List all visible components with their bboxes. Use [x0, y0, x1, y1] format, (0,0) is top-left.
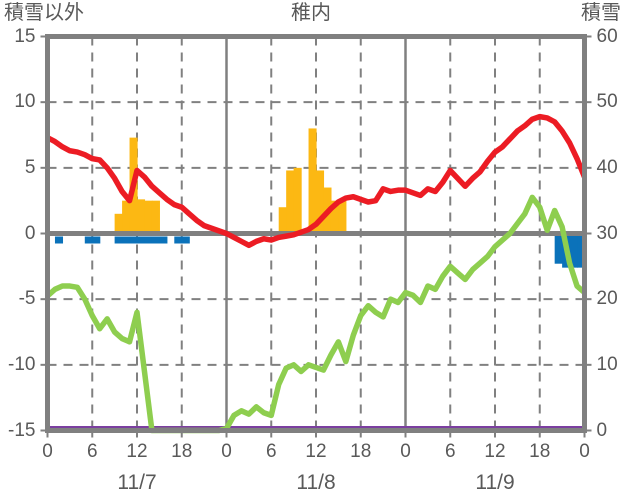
y-tick-label: 0 — [24, 222, 36, 244]
y-tick-label: -15 — [8, 419, 36, 441]
rain-marker-bar — [174, 236, 183, 244]
x-tick-label: 0 — [221, 440, 232, 462]
x-tick-label: 18 — [350, 440, 372, 462]
y2-tick-label: 0 — [596, 419, 608, 441]
x-tick-label: 12 — [484, 440, 506, 462]
precipitation-bar — [114, 213, 123, 234]
precipitation-bar — [338, 200, 347, 234]
y-tick-label: 15 — [14, 25, 36, 47]
rain-marker-bar — [159, 236, 168, 244]
precipitation-bar — [151, 200, 160, 234]
temperature-line — [46, 113, 588, 249]
x-tick-label: 18 — [529, 440, 551, 462]
rain-marker-bar — [92, 236, 101, 244]
x-day-label: 11/8 — [296, 470, 336, 494]
x-day-label: 11/7 — [117, 470, 157, 494]
rain-marker-bar — [137, 236, 146, 244]
rain-marker-bar — [181, 236, 190, 244]
snow-bar — [554, 233, 563, 264]
y-tick-label: 10 — [14, 91, 36, 113]
snow-bar — [569, 233, 578, 268]
precipitation-bar — [278, 207, 287, 234]
y-tick-label: -5 — [18, 288, 36, 310]
y2-tick-label: 50 — [596, 91, 618, 113]
rain-marker-bar — [144, 236, 153, 244]
chart-title: 稚内 — [291, 2, 331, 24]
precipitation-bar — [316, 170, 325, 234]
precipitation-bar — [144, 200, 153, 234]
precipitation-bar — [308, 128, 317, 234]
x-tick-label: 0 — [42, 440, 53, 462]
precipitation-bar — [137, 199, 146, 234]
y2-tick-label: 30 — [596, 222, 618, 244]
precipitation-bar — [293, 167, 302, 234]
y2-tick-label: 60 — [596, 25, 618, 47]
precipitation-bar — [122, 200, 131, 234]
y2-tick-label: 10 — [596, 353, 618, 375]
right-axis-title: 積雪 — [581, 2, 621, 24]
precipitation-bar — [330, 200, 339, 234]
x-tick-label: 12 — [126, 440, 148, 462]
left-axis-title: 積雪以外 — [4, 2, 84, 24]
x-tick-label: 0 — [400, 440, 411, 462]
rain-marker-bar — [151, 236, 160, 244]
y2-tick-label: 20 — [596, 288, 618, 310]
x-tick-label: 12 — [305, 440, 327, 462]
x-tick-label: 0 — [579, 440, 590, 462]
precipitation-bar — [286, 170, 295, 234]
snow-depth-line — [45, 194, 587, 434]
rain-marker-bar — [122, 236, 131, 244]
x-tick-label: 6 — [265, 440, 277, 462]
y-tick-label: -10 — [8, 353, 36, 375]
y-tick-label: 5 — [24, 156, 36, 178]
x-tick-label: 6 — [86, 440, 98, 462]
x-tick-label: 6 — [444, 440, 456, 462]
rain-marker-bar — [54, 236, 64, 244]
y2-tick-label: 40 — [596, 156, 618, 178]
rain-marker-bar — [114, 236, 123, 244]
rain-marker-bar — [129, 236, 138, 244]
x-day-label: 11/9 — [475, 470, 515, 494]
rain-marker-bar — [84, 236, 93, 244]
snow-bar — [577, 233, 586, 268]
x-tick-label: 18 — [171, 440, 193, 462]
